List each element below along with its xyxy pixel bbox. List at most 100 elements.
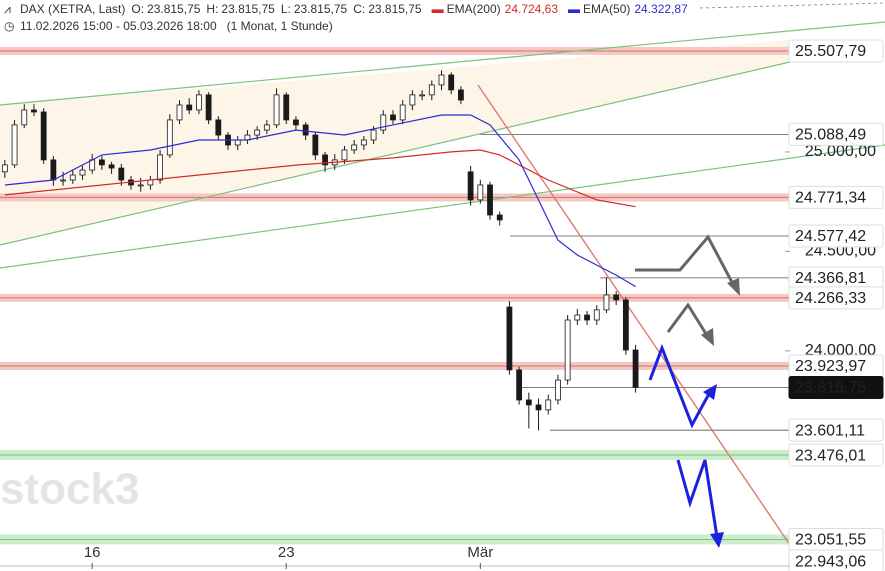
level-label-box [788, 224, 884, 248]
candle-body [584, 314, 590, 321]
candle-body [428, 84, 435, 96]
legend-swatch: ▬ [568, 2, 580, 16]
candle-body [157, 154, 164, 181]
symbol: DAX (XETRA, Last) [20, 2, 125, 16]
candle-body [215, 119, 222, 136]
candle-body [458, 89, 464, 101]
legend-value: 24.322,87 [634, 2, 688, 16]
candle-body [11, 124, 18, 166]
candle-body [370, 129, 377, 141]
ohlc-name: L: [281, 2, 291, 16]
candle-body [118, 167, 125, 181]
arrow-head [701, 328, 714, 346]
candle-body [574, 314, 581, 321]
candle-body [535, 404, 542, 411]
candle-body [419, 94, 425, 97]
candle-body [448, 74, 455, 91]
candle-body [21, 109, 28, 126]
ohlc-name: O: [131, 2, 144, 16]
candle-body [555, 379, 561, 401]
candle-body [254, 129, 261, 136]
watermark: stock3 [0, 465, 139, 514]
arrow-head [727, 278, 740, 296]
candle-body [322, 154, 328, 166]
candle-body [360, 139, 367, 146]
trend-line [0, 61, 791, 246]
level-label-box [788, 39, 884, 63]
candle-body [341, 149, 348, 161]
candle-body [390, 114, 396, 121]
scenario-arrow [635, 234, 736, 287]
candle-body [186, 104, 193, 111]
candle-body [525, 399, 532, 406]
candle-body [108, 164, 115, 169]
candle-body [283, 94, 290, 121]
ema-line [4, 114, 636, 288]
candle-body [40, 111, 47, 161]
ema-line [4, 149, 636, 208]
candle-body [273, 94, 280, 126]
level-label: 24.366,81 [795, 270, 866, 287]
ohlc-value: 23.815,75 [368, 2, 422, 16]
legend-name: EMA(50) [583, 2, 630, 16]
candle-body [69, 174, 76, 181]
level-label: 25.507,79 [795, 43, 866, 60]
candle-body [487, 184, 493, 216]
level-label: 22.943,06 [795, 553, 866, 570]
level-label: 24.266,33 [795, 290, 866, 307]
legend-swatch: ▬ [432, 2, 444, 16]
level-label: 23.051,55 [795, 532, 866, 549]
trend-line [0, 21, 885, 106]
ohlc-value: 23.815,75 [147, 2, 201, 16]
candle-body [302, 124, 309, 136]
candle-body [399, 104, 406, 121]
candle-body [1, 164, 8, 173]
x-tick-label: 23 [278, 544, 295, 561]
level-label-box [788, 549, 884, 571]
level-label: 23.923,97 [795, 358, 866, 375]
ohlc-name: C: [353, 2, 365, 16]
candle-body [50, 159, 57, 181]
level-label: 25.088,49 [795, 127, 866, 144]
candle-body [477, 184, 484, 201]
level-label-box [788, 286, 884, 310]
candle-body [545, 399, 552, 411]
candle-body [60, 179, 66, 182]
candle-body [496, 214, 503, 221]
clock-icon: ◷ [4, 19, 14, 33]
candle-body [196, 94, 202, 111]
range: 11.02.2026 15:00 - 05.03.2026 18:00 [20, 19, 217, 33]
arrow-head [703, 384, 717, 400]
candle-body [438, 74, 445, 86]
level-label-box [788, 443, 884, 467]
candle-body [176, 104, 183, 121]
resistance-line [477, 84, 791, 546]
legend-name: EMA(200) [447, 2, 501, 16]
x-tick-label: 16 [84, 544, 101, 561]
header-line: DAX (XETRA, Last) O: 23.815,75 H: 23.815,75 L… [20, 2, 688, 16]
candle-body [293, 119, 299, 126]
candle-body [380, 114, 387, 131]
candle-body [467, 171, 474, 201]
candle-body [205, 94, 212, 121]
candle-body [98, 159, 105, 166]
scenario-arrow [676, 459, 719, 538]
candle-body [31, 109, 37, 113]
ohlc-name: H: [206, 2, 218, 16]
candle-body [564, 319, 571, 381]
level-label: 23.815,75 [795, 380, 866, 397]
ohlc-value: 23.815,75 [294, 2, 348, 16]
level-label: 24.577,42 [795, 228, 866, 245]
candle-body [632, 349, 639, 388]
y-tick-label: 25.000,00 [805, 143, 876, 160]
candle-body [166, 119, 173, 156]
header-line: 11.02.2026 15:00 - 05.03.2026 18:00 (1 Mo… [20, 19, 333, 33]
legend-value: 24.724,63 [505, 2, 559, 16]
scenario-arrow [666, 302, 710, 338]
candle-body [593, 309, 600, 321]
arrow-head [710, 532, 724, 548]
trend-line [0, 144, 885, 269]
level-label: 23.601,11 [795, 422, 865, 439]
